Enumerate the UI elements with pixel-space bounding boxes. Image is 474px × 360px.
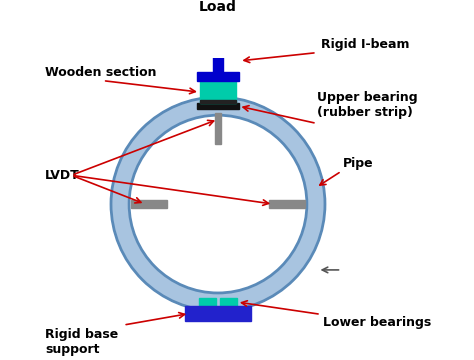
Text: Pipe: Pipe <box>343 157 374 170</box>
Bar <box>220 298 237 306</box>
Bar <box>197 103 238 109</box>
Circle shape <box>111 97 325 311</box>
Bar <box>215 113 221 144</box>
Bar <box>199 298 216 306</box>
Bar <box>200 100 236 103</box>
Text: Wooden section: Wooden section <box>45 66 157 79</box>
Text: Rigid I-beam: Rigid I-beam <box>321 38 410 51</box>
Text: Rigid base
support: Rigid base support <box>45 328 118 356</box>
Text: Upper bearing
(rubber strip): Upper bearing (rubber strip) <box>317 91 418 119</box>
Text: LVDT: LVDT <box>45 169 80 182</box>
Text: Load: Load <box>199 0 237 14</box>
Bar <box>185 306 251 321</box>
Bar <box>213 49 223 72</box>
Bar <box>197 72 239 81</box>
Bar <box>131 200 167 208</box>
Bar <box>269 200 305 208</box>
Text: Lower bearings: Lower bearings <box>323 316 432 329</box>
Bar <box>197 40 239 49</box>
Circle shape <box>129 115 307 293</box>
Bar <box>200 81 236 103</box>
